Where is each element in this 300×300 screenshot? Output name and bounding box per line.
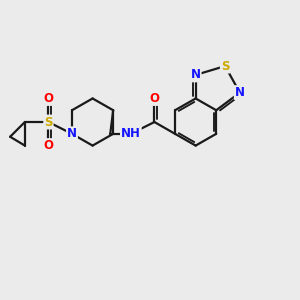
Text: O: O <box>44 92 53 105</box>
Text: NH: NH <box>121 127 141 140</box>
Text: S: S <box>221 60 229 73</box>
Text: N: N <box>67 127 77 140</box>
Text: N: N <box>190 68 201 81</box>
Text: S: S <box>44 116 53 128</box>
Text: N: N <box>235 86 245 99</box>
Text: O: O <box>44 139 53 152</box>
Text: O: O <box>149 92 159 105</box>
